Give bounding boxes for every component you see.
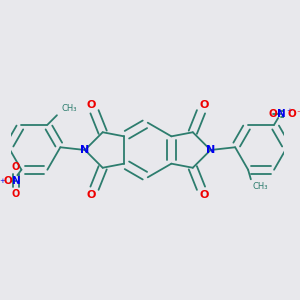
Text: CH₃: CH₃	[252, 182, 268, 191]
Text: N: N	[80, 145, 90, 155]
Text: O: O	[12, 189, 20, 199]
Text: N: N	[206, 145, 215, 155]
Text: +: +	[0, 178, 5, 184]
Text: O: O	[12, 163, 20, 172]
Text: +: +	[286, 108, 292, 114]
Text: O: O	[268, 109, 277, 119]
Text: N: N	[12, 176, 20, 186]
Text: O: O	[86, 190, 96, 200]
Text: O: O	[3, 176, 12, 186]
Text: CH₃: CH₃	[61, 103, 76, 112]
Text: O: O	[287, 109, 296, 119]
Text: N: N	[277, 109, 285, 119]
Text: O: O	[200, 100, 209, 110]
Text: O: O	[86, 100, 96, 110]
Text: ⁻: ⁻	[296, 109, 300, 119]
Text: O: O	[200, 190, 209, 200]
